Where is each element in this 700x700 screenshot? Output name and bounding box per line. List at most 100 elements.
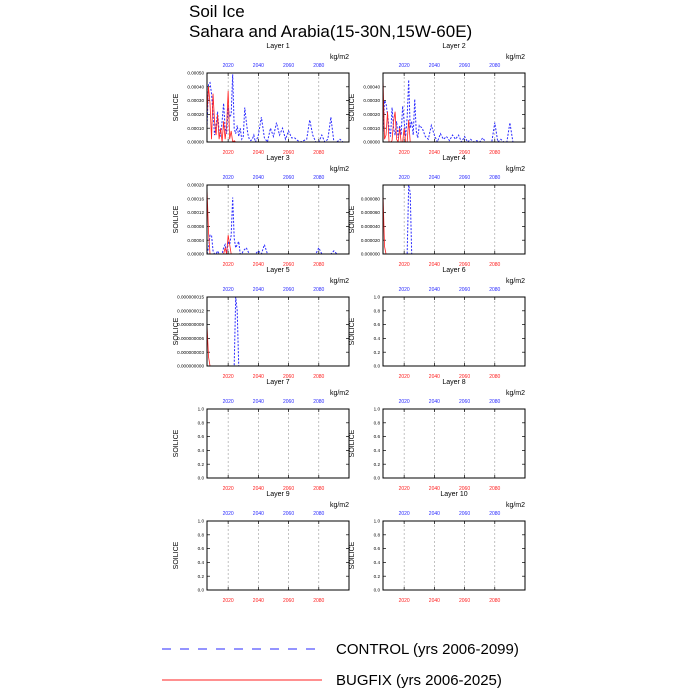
y-tick-label: 1.0 <box>374 407 381 412</box>
top-tick-label: 2020 <box>399 287 410 293</box>
bottom-tick-label: 2020 <box>399 598 410 604</box>
plot-frame <box>206 72 350 143</box>
panel-title: Layer 10 <box>440 491 467 498</box>
top-tick-label: 2060 <box>283 287 294 293</box>
y-tick-label: 0.00020 <box>363 112 380 117</box>
top-tick-label: 2020 <box>399 63 410 69</box>
y-tick-label: 0.000000000 <box>177 364 204 369</box>
top-tick-label: 2080 <box>489 63 500 69</box>
top-tick-label: 2020 <box>223 511 234 517</box>
top-tick-label: 2060 <box>459 63 470 69</box>
top-tick-label: 2020 <box>223 175 234 181</box>
panel-layer-7: Layer 7 kg/m2 SOILICE 2020 2040 2060 2080 2020 2… <box>173 379 350 492</box>
top-tick-label: 2080 <box>313 287 324 293</box>
units-label: kg/m2 <box>330 166 349 173</box>
top-tick-label: 2040 <box>253 63 264 69</box>
series-line-bugfix <box>383 77 412 142</box>
top-tick-label: 2080 <box>489 175 500 181</box>
bottom-tick-label: 2080 <box>313 486 324 492</box>
plot-frame <box>382 296 526 367</box>
top-tick-label: 2080 <box>489 511 500 517</box>
bottom-tick-label: 2040 <box>429 486 440 492</box>
y-tick-label: 0.000000 <box>361 252 381 257</box>
units-label: kg/m2 <box>506 166 525 173</box>
y-axis-label: SOILICE <box>349 317 356 345</box>
bottom-tick-label: 2060 <box>459 374 470 380</box>
series-line-control <box>383 79 524 142</box>
panel-title: Layer 2 <box>442 43 465 50</box>
top-tick-label: 2060 <box>459 399 470 405</box>
panel-title: Layer 4 <box>442 155 465 162</box>
panel-layer-10: Layer 10 kg/m2 SOILICE 2020 2040 2060 2080 2020… <box>349 491 526 604</box>
y-axis-label: SOILICE <box>349 93 356 121</box>
y-tick-label: 0.8 <box>198 532 205 537</box>
series-line-bugfix <box>383 192 412 254</box>
legend-control-label: CONTROL (yrs 2006-2099) <box>336 641 519 658</box>
y-tick-label: 0.00010 <box>363 126 380 131</box>
bottom-tick-label: 2040 <box>253 486 264 492</box>
panel-layer-2: Layer 2 kg/m2 SOILICE 2020 2040 2060 2080 2020 2… <box>349 43 526 156</box>
bottom-tick-label: 2040 <box>253 598 264 604</box>
panel-layer-6: Layer 6 kg/m2 SOILICE 2020 2040 2060 2080 2020 2… <box>349 267 526 380</box>
y-tick-label: 0.2 <box>374 350 381 355</box>
y-tick-label: 0.4 <box>374 336 381 341</box>
y-tick-label: 0.00016 <box>187 196 204 201</box>
y-tick-label: 0.00000 <box>187 252 204 257</box>
y-tick-label: 0.0 <box>374 364 381 369</box>
y-tick-label: 1.0 <box>198 519 205 524</box>
bottom-tick-label: 2020 <box>223 598 234 604</box>
y-tick-label: 0.00004 <box>187 238 204 243</box>
bottom-tick-label: 2040 <box>429 374 440 380</box>
bottom-tick-label: 2040 <box>253 262 264 268</box>
panel-title: Layer 6 <box>442 267 465 274</box>
y-tick-label: 0.8 <box>374 420 381 425</box>
bottom-tick-label: 2060 <box>459 150 470 156</box>
top-tick-label: 2060 <box>459 175 470 181</box>
y-tick-label: 0.0 <box>198 476 205 481</box>
y-tick-label: 0.000060 <box>361 210 381 215</box>
y-tick-label: 0.2 <box>198 462 205 467</box>
y-tick-label: 0.00040 <box>187 84 204 89</box>
plot-frame <box>206 184 350 255</box>
plot-frame <box>206 408 350 479</box>
panel-layer-4: Layer 4 kg/m2 SOILICE 2020 2040 2060 2080 2020 2… <box>349 155 526 268</box>
bottom-tick-label: 2020 <box>223 262 234 268</box>
top-tick-label: 2020 <box>223 63 234 69</box>
y-tick-label: 0.6 <box>374 434 381 439</box>
units-label: kg/m2 <box>506 54 525 61</box>
top-tick-label: 2040 <box>253 175 264 181</box>
bottom-tick-label: 2080 <box>489 150 500 156</box>
y-axis-label: SOILICE <box>349 541 356 569</box>
y-tick-label: 0.000040 <box>361 224 381 229</box>
bottom-tick-label: 2060 <box>459 598 470 604</box>
top-tick-label: 2060 <box>283 399 294 405</box>
top-tick-label: 2040 <box>429 63 440 69</box>
units-label: kg/m2 <box>330 502 349 509</box>
top-tick-label: 2040 <box>429 511 440 517</box>
panel-title: Layer 8 <box>442 379 465 386</box>
panel-title: Layer 5 <box>266 267 289 274</box>
bottom-tick-label: 2040 <box>429 262 440 268</box>
bottom-tick-label: 2080 <box>489 374 500 380</box>
panel-layer-1: Layer 1 kg/m2 SOILICE 2020 2040 2060 2080 2020 2… <box>173 43 350 156</box>
bottom-tick-label: 2020 <box>223 374 234 380</box>
units-label: kg/m2 <box>506 390 525 397</box>
series-line-control <box>383 185 524 254</box>
y-tick-label: 0.000080 <box>361 196 381 201</box>
units-label: kg/m2 <box>506 278 525 285</box>
series-line-control <box>207 197 348 254</box>
plot-frame <box>382 520 526 591</box>
y-tick-label: 0.00008 <box>187 224 204 229</box>
y-tick-label: 0.000020 <box>361 238 381 243</box>
top-tick-label: 2080 <box>313 63 324 69</box>
units-label: kg/m2 <box>330 54 349 61</box>
y-tick-label: 0.00020 <box>187 112 204 117</box>
y-axis-label: SOILICE <box>173 541 180 569</box>
plot-frame <box>382 408 526 479</box>
units-label: kg/m2 <box>506 502 525 509</box>
bottom-tick-label: 2020 <box>399 150 410 156</box>
top-tick-label: 2060 <box>283 511 294 517</box>
y-tick-label: 0.00012 <box>187 210 204 215</box>
panel-title: Layer 3 <box>266 155 289 162</box>
series-line-bugfix <box>207 86 236 142</box>
